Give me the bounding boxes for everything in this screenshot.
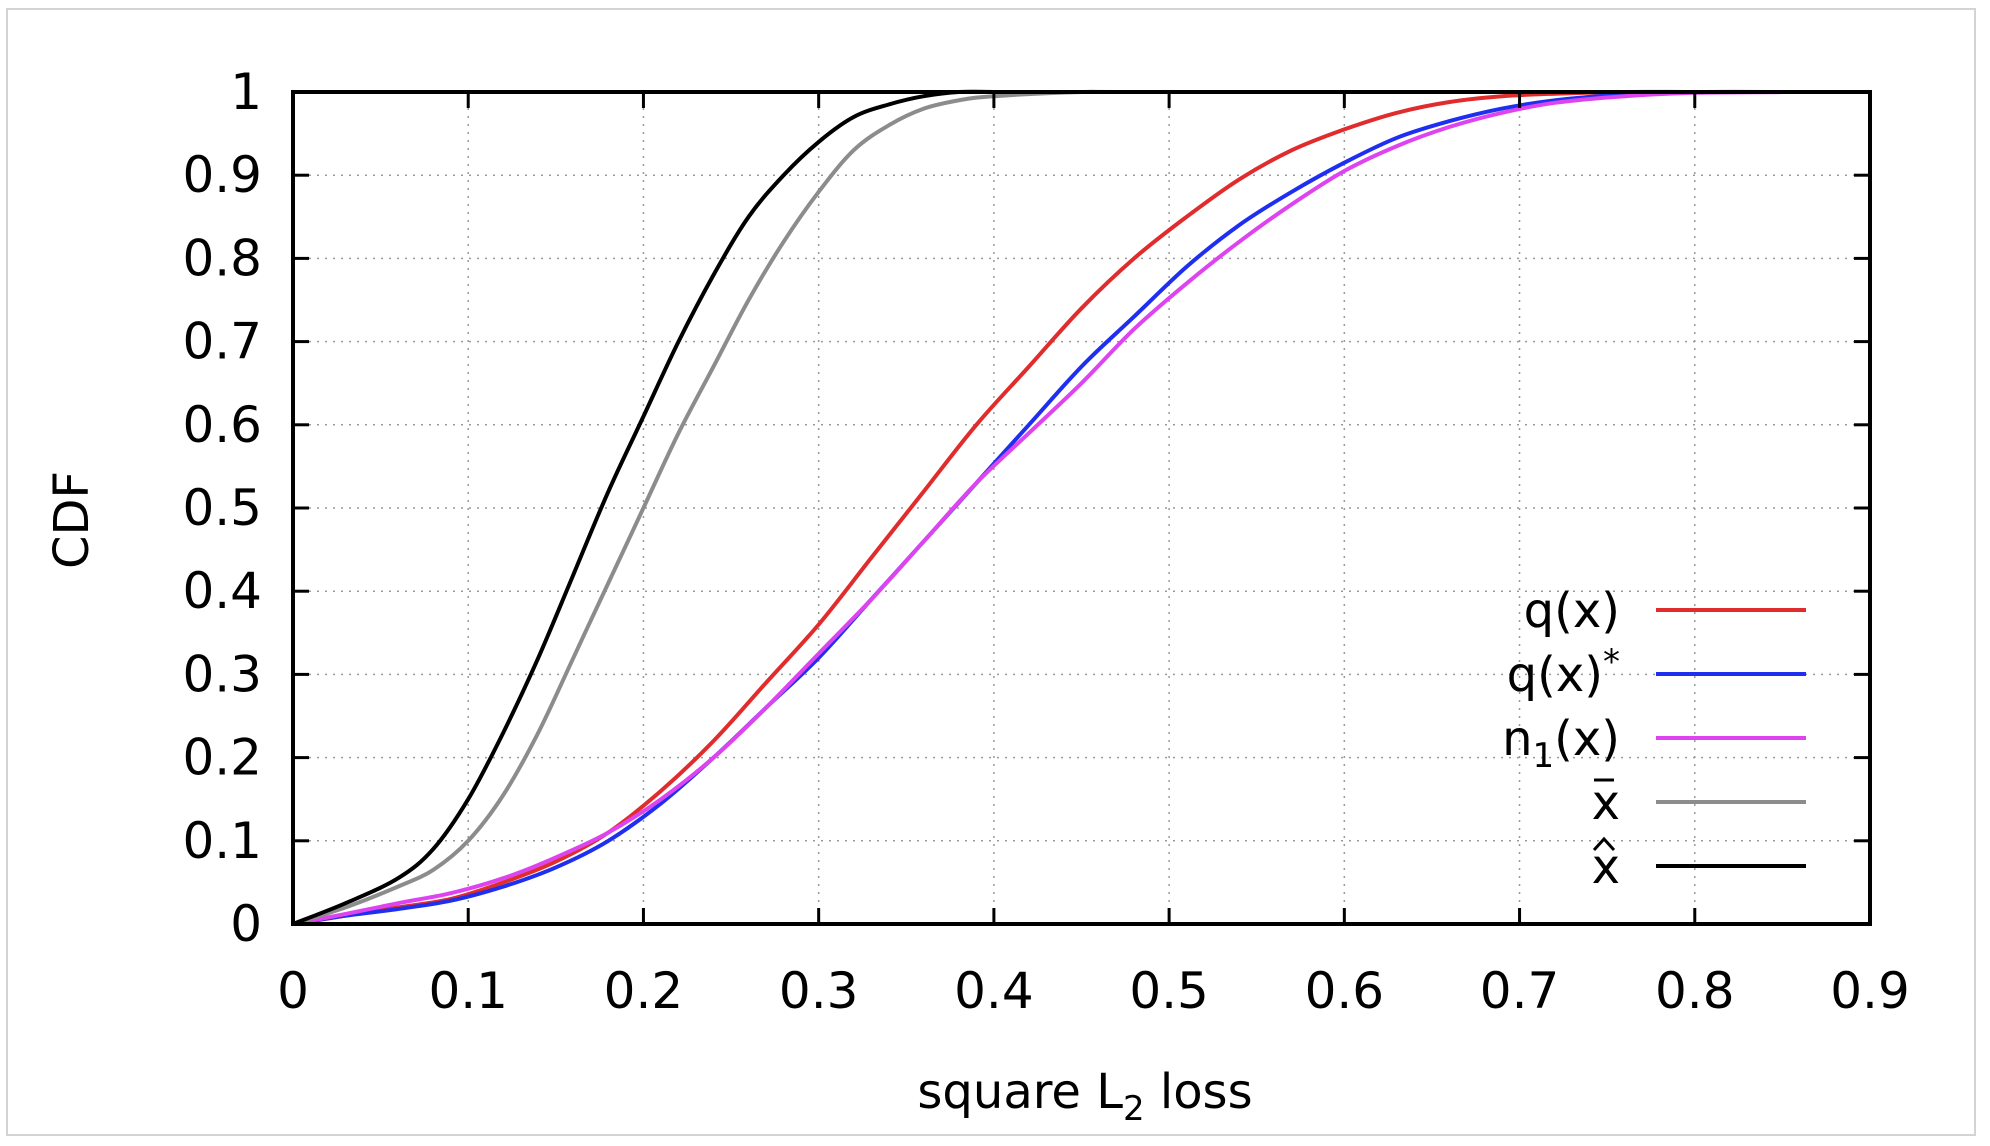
legend-hat-mark xyxy=(1592,836,1616,852)
legend-entry: q(x)* xyxy=(1507,642,1806,703)
x-tick-label: 0.6 xyxy=(1305,962,1385,1020)
legend-label-superscript: * xyxy=(1603,642,1620,682)
legend-entry: q(x) xyxy=(1524,583,1806,639)
y-axis-title: CDF xyxy=(44,471,100,569)
legend-label-suffix: (x) xyxy=(1554,711,1620,767)
legend-label-main: q(x) xyxy=(1524,583,1620,639)
y-tick-label: 0.8 xyxy=(182,229,262,287)
series-line-q-x xyxy=(291,89,1802,926)
legend-label-main: n xyxy=(1502,711,1532,767)
x-tick-label: 0.5 xyxy=(1129,962,1209,1020)
y-tick-label: 0.1 xyxy=(182,812,262,870)
grid-lines xyxy=(293,92,1870,924)
y-tick-label: 0.5 xyxy=(182,479,262,537)
x-tick-label: 0.4 xyxy=(954,962,1034,1020)
y-tick-label: 0.4 xyxy=(182,562,262,620)
legend-label-subscript: 1 xyxy=(1533,736,1555,776)
legend-label-main: x xyxy=(1592,775,1620,831)
x-tick-label: 0.2 xyxy=(604,962,684,1020)
legend: q(x)q(x)*n1(x)xx xyxy=(1502,583,1806,895)
x-tick-labels: 0 0.1 0.2 0.3 0.4 0.5 0.6 0.7 0.8 0.9 xyxy=(277,962,1910,1020)
x-tick-label: 0.8 xyxy=(1655,962,1735,1020)
x-axis-title-main: square L xyxy=(917,1064,1123,1120)
series-line-q-x xyxy=(291,89,1802,926)
y-tick-label: 0.3 xyxy=(182,645,262,703)
y-tick-label: 1 xyxy=(230,63,262,121)
x-tick-label: 0.9 xyxy=(1830,962,1910,1020)
legend-label: q(x) xyxy=(1524,583,1620,639)
y-tick-label: 0.7 xyxy=(182,313,262,371)
x-tick-label: 0.3 xyxy=(779,962,859,1020)
x-tick-label: 0.1 xyxy=(428,962,508,1020)
x-axis-title-subscript: 2 xyxy=(1123,1089,1145,1129)
legend-label-main: q(x) xyxy=(1507,647,1603,703)
y-tick-labels: 0 0.1 0.2 0.3 0.4 0.5 0.6 0.7 0.8 0.9 1 xyxy=(182,63,262,953)
x-tick-label: 0.7 xyxy=(1480,962,1560,1020)
legend-entry: x xyxy=(1592,775,1806,831)
y-tick-label: 0.9 xyxy=(182,146,262,204)
chart-card xyxy=(6,8,1976,1136)
y-tick-label: 0.6 xyxy=(182,396,262,454)
legend-label: q(x)* xyxy=(1507,642,1620,703)
y-tick-label: 0.2 xyxy=(182,729,262,787)
legend-label: n1(x) xyxy=(1502,711,1620,776)
legend-entry: n1(x) xyxy=(1502,711,1806,776)
legend-label: x xyxy=(1592,775,1620,831)
x-tick-label: 0 xyxy=(277,962,309,1020)
legend-entry: x xyxy=(1592,836,1806,895)
x-axis-title: square L2 loss xyxy=(917,1064,1252,1129)
x-axis-title-suffix: loss xyxy=(1145,1064,1253,1120)
plot-frame xyxy=(291,90,1872,926)
series-line-n1-x xyxy=(291,90,1802,926)
axis-ticks xyxy=(291,90,1872,926)
y-tick-label: 0 xyxy=(230,895,262,953)
